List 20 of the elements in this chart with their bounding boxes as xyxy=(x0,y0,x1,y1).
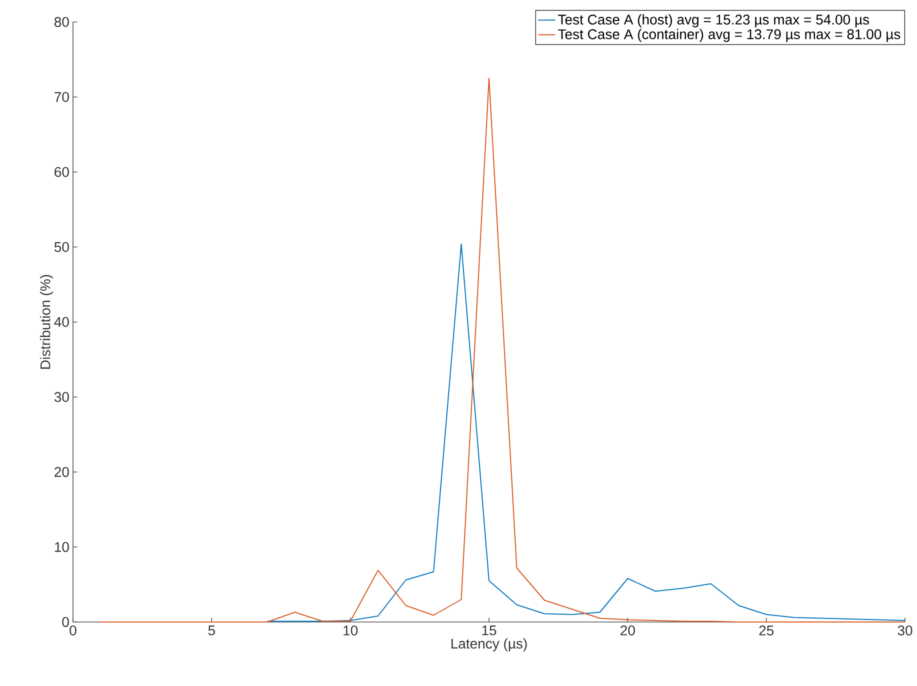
y-tick-label: 50 xyxy=(54,242,69,252)
legend-label: Test Case A (host) avg = 15.23 µs max = 54.00 µs xyxy=(558,14,870,28)
x-tick-label: 10 xyxy=(344,626,358,636)
y-tick-label: 40 xyxy=(54,317,69,327)
x-tick-label: 15 xyxy=(482,626,496,636)
legend-label: Test Case A (container) avg = 13.79 µs max = 81.00 µs xyxy=(558,28,900,42)
y-tick-label: 20 xyxy=(54,467,69,477)
y-tick-label: 60 xyxy=(54,167,69,177)
x-tick-label: 25 xyxy=(759,626,774,636)
y-tick-label: 10 xyxy=(54,542,69,552)
x-tick-label: 20 xyxy=(620,626,635,636)
x-axis-title: Latency (µs) xyxy=(451,638,527,652)
y-tick-label: 30 xyxy=(54,392,69,402)
x-tick-label: 0 xyxy=(70,626,76,636)
y-tick-label: 0 xyxy=(62,617,69,627)
y-tick-label: 80 xyxy=(54,17,69,27)
y-tick-label: 70 xyxy=(54,92,69,102)
x-tick-label: 5 xyxy=(208,626,215,636)
x-tick-label: 30 xyxy=(898,626,912,636)
y-axis-title: Distribution (%) xyxy=(40,275,54,369)
